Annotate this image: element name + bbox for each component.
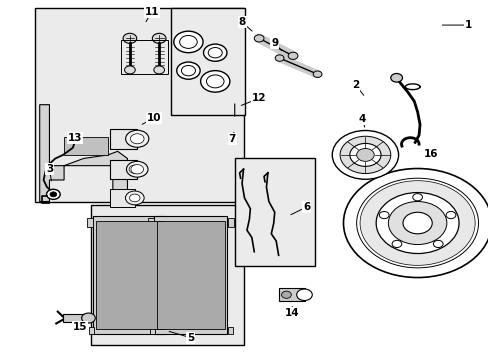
- Text: 7: 7: [228, 134, 236, 144]
- Circle shape: [124, 66, 135, 74]
- Bar: [121, 40, 167, 74]
- Circle shape: [176, 62, 200, 79]
- Bar: [62, 315, 87, 321]
- Polygon shape: [93, 216, 166, 334]
- Text: 6: 6: [303, 202, 310, 212]
- Circle shape: [359, 181, 474, 265]
- Bar: [89, 327, 94, 334]
- Bar: [35, 8, 244, 202]
- Circle shape: [208, 48, 222, 58]
- Polygon shape: [154, 216, 227, 334]
- Circle shape: [402, 212, 431, 234]
- Bar: [110, 129, 137, 149]
- Circle shape: [287, 52, 297, 59]
- Circle shape: [412, 194, 422, 201]
- Text: 5: 5: [187, 333, 194, 343]
- Circle shape: [126, 161, 148, 177]
- Circle shape: [124, 162, 144, 177]
- Circle shape: [173, 31, 203, 53]
- Bar: [110, 189, 135, 207]
- Bar: [110, 160, 135, 179]
- Circle shape: [390, 73, 402, 82]
- Circle shape: [387, 202, 446, 244]
- Circle shape: [281, 291, 291, 298]
- Text: 10: 10: [147, 113, 161, 123]
- Polygon shape: [157, 221, 224, 329]
- Bar: [148, 218, 154, 226]
- Text: 16: 16: [423, 149, 437, 159]
- Circle shape: [81, 313, 95, 323]
- Bar: [110, 160, 137, 179]
- Circle shape: [200, 71, 229, 92]
- Circle shape: [123, 33, 137, 43]
- Bar: [167, 327, 172, 334]
- Text: 1: 1: [464, 20, 471, 30]
- Text: 15: 15: [72, 322, 87, 332]
- Text: 11: 11: [144, 7, 159, 17]
- Circle shape: [391, 240, 401, 248]
- Circle shape: [203, 44, 226, 61]
- Text: 13: 13: [67, 133, 82, 143]
- Circle shape: [125, 130, 148, 147]
- Bar: [171, 8, 244, 116]
- Bar: [87, 218, 93, 226]
- Circle shape: [356, 178, 478, 268]
- Text: 8: 8: [238, 17, 245, 27]
- Circle shape: [179, 36, 197, 48]
- Text: 12: 12: [251, 93, 266, 103]
- Circle shape: [343, 168, 488, 278]
- Circle shape: [432, 240, 442, 248]
- Circle shape: [206, 75, 224, 88]
- Text: 3: 3: [46, 164, 53, 174]
- Circle shape: [375, 193, 458, 253]
- Bar: [167, 218, 173, 226]
- Circle shape: [356, 148, 373, 161]
- Circle shape: [275, 55, 284, 61]
- Circle shape: [50, 192, 57, 197]
- Circle shape: [154, 66, 164, 74]
- Circle shape: [152, 33, 165, 43]
- Text: 14: 14: [285, 308, 299, 318]
- Circle shape: [130, 134, 144, 144]
- Circle shape: [445, 211, 455, 219]
- Polygon shape: [40, 105, 127, 202]
- Bar: [278, 288, 305, 301]
- Text: 4: 4: [358, 114, 366, 124]
- Circle shape: [131, 165, 143, 174]
- Circle shape: [46, 189, 60, 199]
- Bar: [228, 218, 234, 226]
- Circle shape: [296, 289, 312, 301]
- Circle shape: [349, 143, 380, 166]
- Circle shape: [125, 191, 144, 205]
- Circle shape: [129, 165, 140, 174]
- Circle shape: [181, 66, 195, 76]
- Text: 2: 2: [351, 80, 359, 90]
- Bar: [228, 327, 233, 334]
- Circle shape: [331, 131, 398, 179]
- Circle shape: [129, 194, 140, 202]
- Circle shape: [313, 71, 321, 77]
- Bar: [91, 205, 244, 345]
- Circle shape: [254, 35, 264, 42]
- Text: 9: 9: [271, 38, 278, 48]
- Polygon shape: [96, 221, 163, 329]
- Circle shape: [339, 136, 390, 174]
- Circle shape: [379, 211, 388, 219]
- Bar: [234, 158, 315, 266]
- Polygon shape: [64, 137, 108, 155]
- Bar: [150, 327, 155, 334]
